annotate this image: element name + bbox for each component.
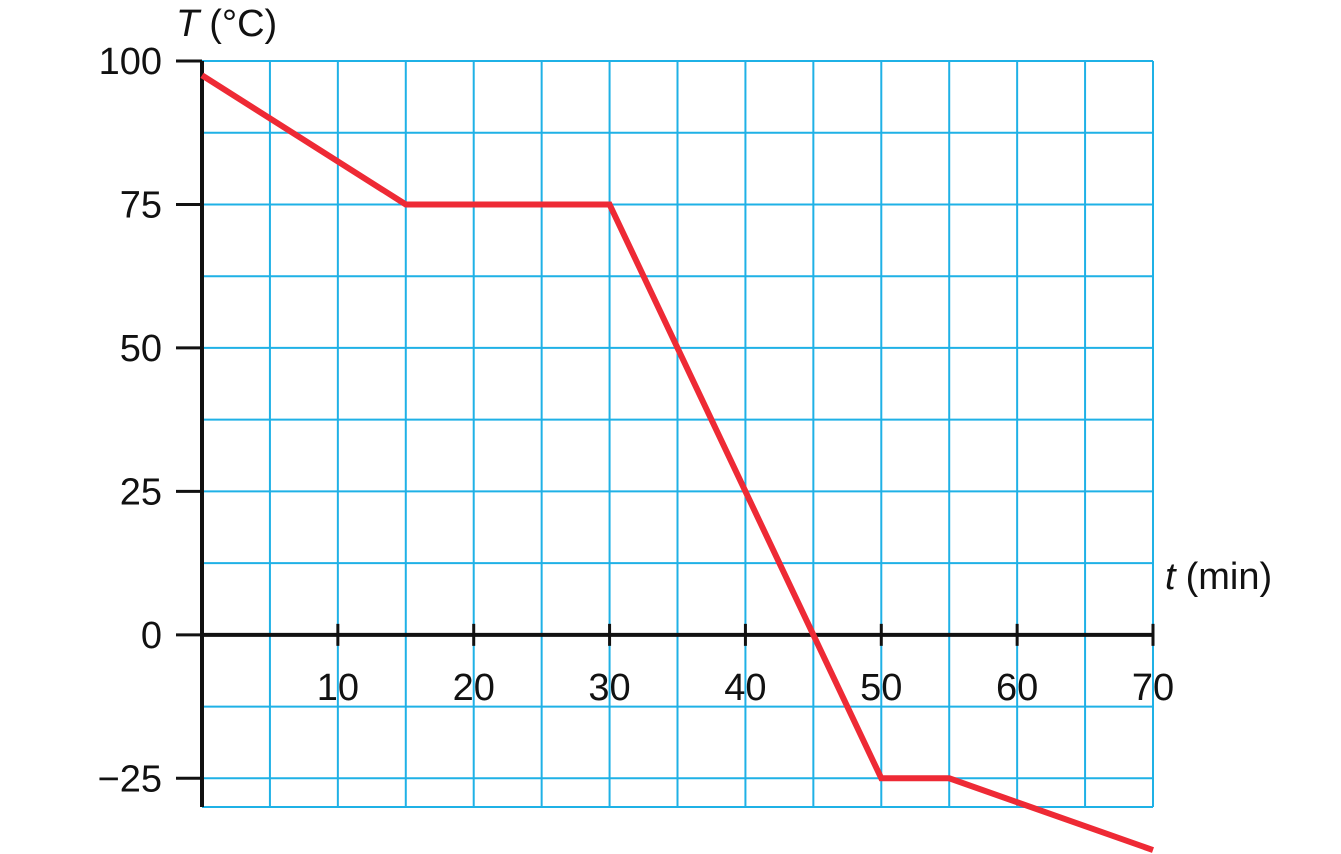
x-tick-label: 60 xyxy=(996,667,1038,709)
y-axis-title: T (°C) xyxy=(176,3,277,45)
y-tick-label: 50 xyxy=(120,328,162,370)
x-tick-label: 30 xyxy=(588,667,630,709)
y-axis-variable: T xyxy=(176,3,202,45)
x-tick-label: 10 xyxy=(317,667,359,709)
x-axis-unit: (min) xyxy=(1186,556,1273,598)
x-axis-title: t (min) xyxy=(1165,556,1272,598)
x-tick-label: 70 xyxy=(1132,667,1174,709)
y-tick-label: −25 xyxy=(98,758,162,800)
y-tick-label: 100 xyxy=(99,41,162,83)
y-tick-label: 25 xyxy=(120,471,162,513)
x-tick-label: 20 xyxy=(453,667,495,709)
series xyxy=(200,72,1154,853)
x-axis-variable: t xyxy=(1165,556,1177,598)
y-axis-unit: (°C) xyxy=(209,3,277,45)
temperature-line xyxy=(200,72,1154,853)
y-tick-label: 75 xyxy=(120,184,162,226)
x-tick-label: 50 xyxy=(860,667,902,709)
x-tick-label: 40 xyxy=(724,667,766,709)
ticks: 100 75 50 25 0 −25 10 20 30 40 50 60 70 xyxy=(98,41,1175,800)
axes xyxy=(200,61,1153,807)
y-tick-label: 0 xyxy=(141,615,162,657)
